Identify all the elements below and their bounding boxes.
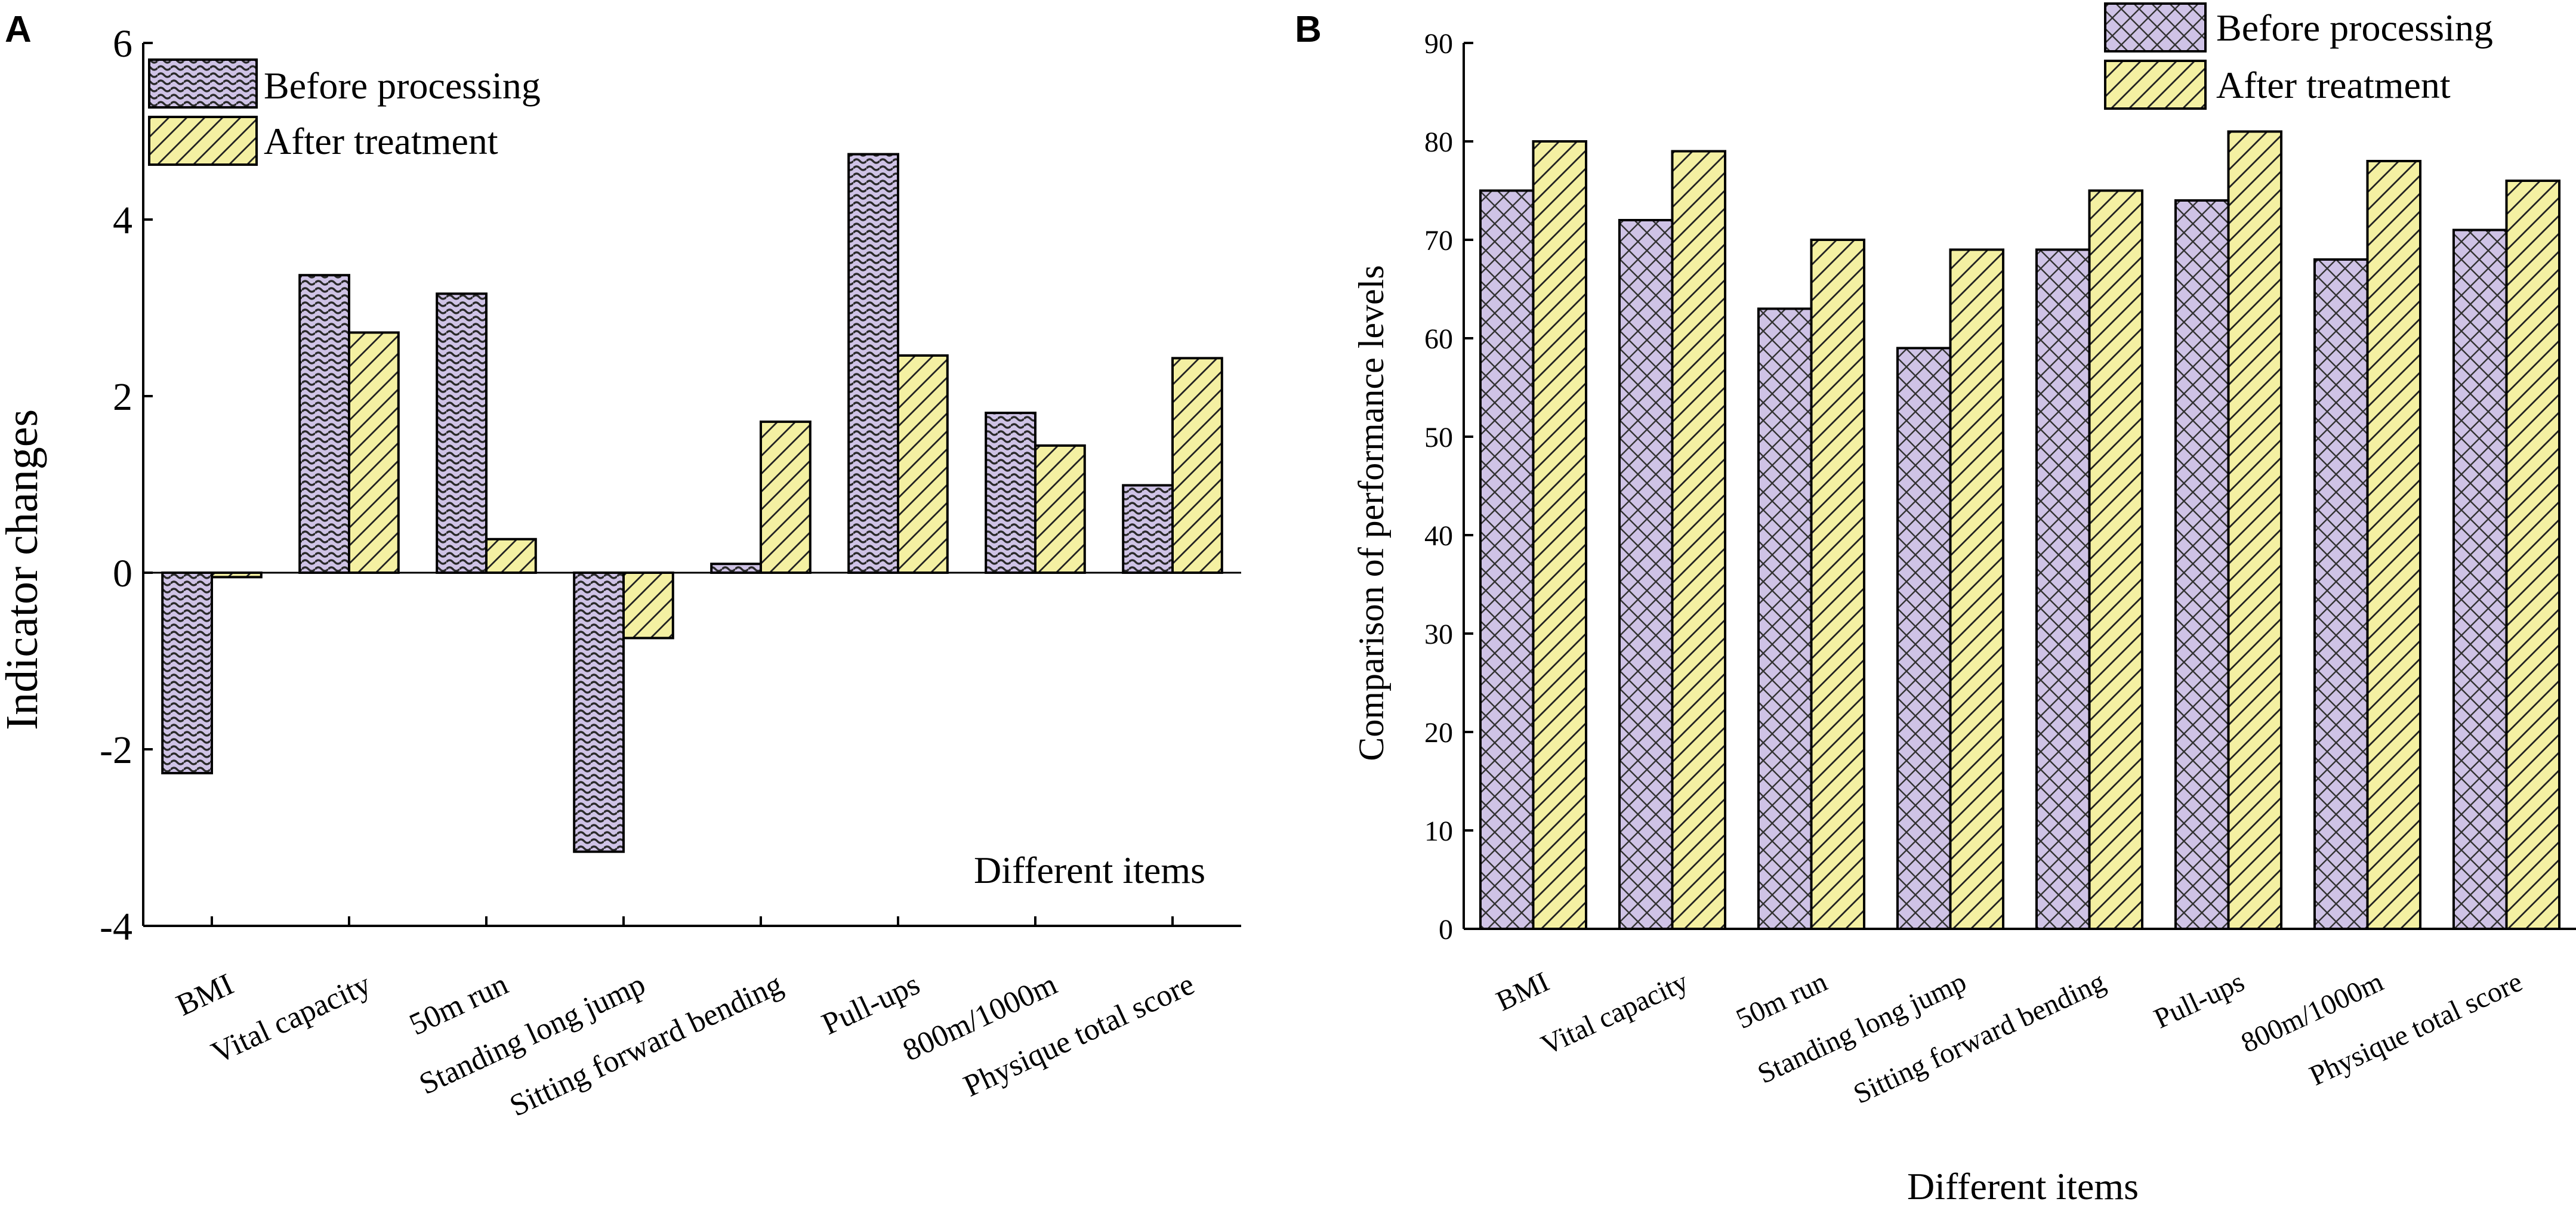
legend-a-label-after: After treatment — [264, 120, 498, 162]
x-tick-label: 50m run — [1732, 966, 1832, 1035]
chart-a: A Indicator changes Different items -4 -2… — [0, 9, 1241, 1123]
x-tick-label: Vital capacity — [1537, 966, 1693, 1061]
chart-b: B Comparison of performance levels Diffe… — [1295, 2, 2576, 1207]
x-tick-label: Sitting forward bending — [1849, 966, 2110, 1110]
chart-b-xlabel: Different items — [1907, 1165, 2139, 1207]
y-tick-label: 90 — [1424, 28, 1453, 60]
legend-b-swatch-after — [2104, 60, 2207, 110]
bar-before — [985, 412, 1036, 574]
bar-before — [2313, 258, 2369, 930]
y-tick-label: 60 — [1424, 323, 1453, 355]
bar-before — [1757, 307, 1813, 930]
legend-a-swatch-before — [148, 58, 258, 109]
bar-before — [1479, 189, 1535, 930]
bar-after — [2505, 180, 2561, 930]
x-tick-label: BMI — [171, 967, 239, 1023]
bar-after — [485, 538, 537, 574]
bar-before — [161, 572, 214, 774]
bar-before — [573, 572, 625, 853]
y-tick-label: 4 — [113, 199, 132, 242]
chart-a-xlabel: Different items — [974, 849, 1205, 891]
legend-a-swatch-after — [148, 116, 258, 166]
y-tick-label: -2 — [100, 728, 132, 772]
y-tick-label: 0 — [113, 552, 132, 595]
legend-b-label-before: Before processing — [2216, 7, 2493, 49]
bar-after — [2366, 160, 2422, 930]
y-tick-label: 50 — [1424, 422, 1453, 453]
y-tick-label: 10 — [1424, 816, 1453, 847]
bar-after — [897, 354, 949, 574]
bar-before — [1896, 347, 1952, 930]
bar-after — [1532, 140, 1588, 930]
bar-after — [622, 572, 674, 640]
bar-before — [710, 563, 762, 574]
bar-after — [211, 572, 263, 579]
bar-after — [2088, 189, 2144, 930]
y-tick-label: 0 — [1439, 914, 1453, 946]
bar-after — [348, 331, 400, 574]
bar-after — [1949, 248, 2005, 930]
x-tick-label: 50m run — [405, 967, 513, 1042]
y-tick-label: 70 — [1424, 225, 1453, 257]
bar-before — [2174, 199, 2230, 930]
bar-before — [1618, 219, 1674, 930]
bar-after — [2227, 130, 2283, 930]
y-tick-label: 2 — [113, 375, 132, 419]
bar-after — [1034, 444, 1086, 574]
x-tick-label: Pull-ups — [817, 967, 925, 1042]
panel-label-a: A — [5, 9, 32, 50]
y-tick-label: 40 — [1424, 520, 1453, 552]
x-tick-label: Pull-ups — [2149, 966, 2249, 1035]
bar-before — [436, 292, 488, 574]
bar-after — [1171, 357, 1223, 574]
y-tick-label: 6 — [113, 22, 132, 66]
panel-label-b: B — [1295, 9, 1322, 50]
bar-after — [1671, 150, 1727, 930]
chart-a-ylabel: Indicator changes — [0, 409, 47, 730]
y-tick-label: -4 — [100, 905, 132, 949]
bar-after — [760, 420, 812, 574]
y-tick-label: 20 — [1424, 717, 1453, 749]
bar-before — [298, 274, 351, 574]
bar-before — [847, 153, 899, 574]
bar-before — [2035, 248, 2091, 930]
x-tick-label: Physique total score — [958, 967, 1199, 1104]
bar-before — [2452, 228, 2508, 930]
x-tick-label: Vital capacity — [206, 967, 376, 1070]
legend-a-label-before: Before processing — [264, 64, 541, 107]
legend-b-label-after: After treatment — [2216, 64, 2451, 106]
chart-b-legend: Before processing After treatment — [2104, 2, 2493, 110]
chart-b-ylabel: Comparison of performance levels — [1352, 265, 1391, 761]
x-tick-label: BMI — [1492, 966, 1554, 1017]
bar-after — [1810, 239, 1866, 930]
bar-before — [1122, 484, 1174, 574]
y-tick-label: 30 — [1424, 619, 1453, 650]
y-tick-label: 80 — [1424, 126, 1453, 158]
chart-a-legend: Before processing After treatment — [148, 58, 541, 166]
legend-b-swatch-before — [2104, 2, 2207, 52]
